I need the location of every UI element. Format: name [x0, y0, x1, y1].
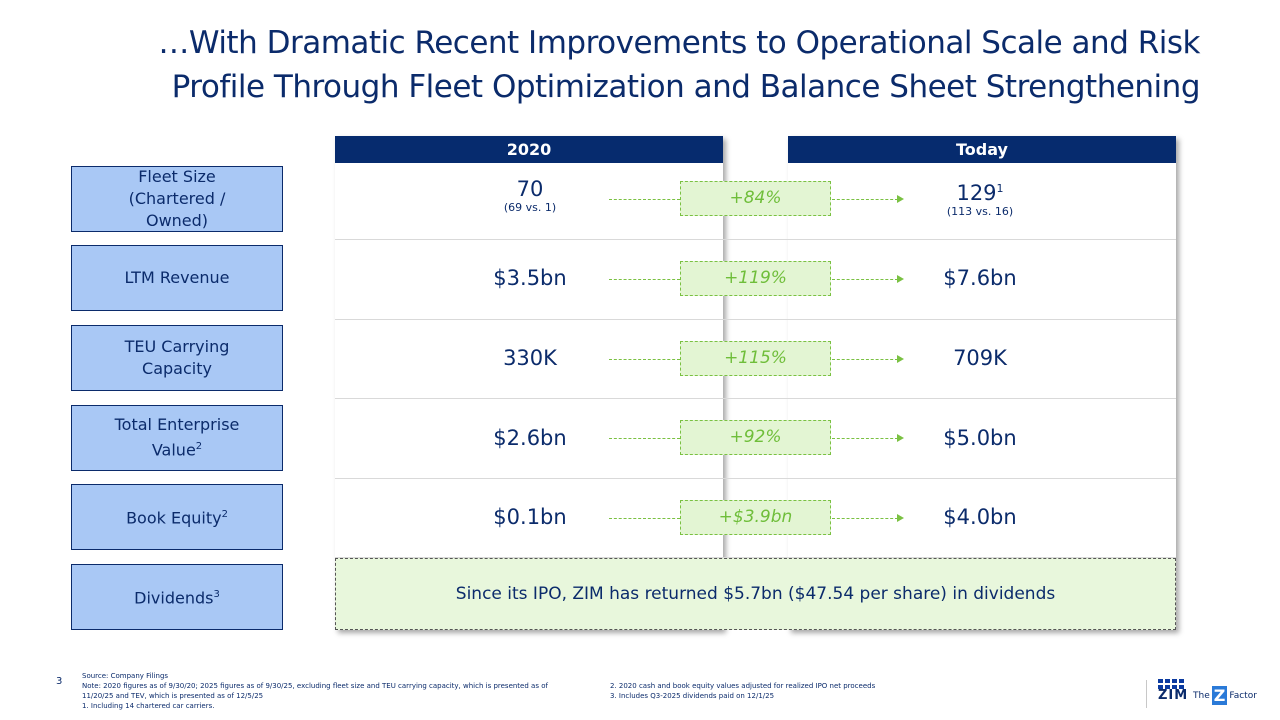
- arrow-right-icon: [897, 275, 904, 283]
- row-divider: [335, 478, 1176, 479]
- change-badge-tev: +92%: [680, 420, 831, 455]
- label-dividends: Dividends3: [71, 564, 283, 630]
- value-2020-book-equity: $0.1bn: [493, 505, 567, 529]
- row-divider: [335, 239, 1176, 240]
- column-2020: 2020: [335, 136, 723, 630]
- connector-line: [832, 359, 898, 360]
- value-2020-teu-capacity: 330K: [503, 346, 557, 370]
- slide-title-line-1: …With Dramatic Recent Improvements to Op…: [158, 25, 1200, 61]
- value-today-book-equity: $4.0bn: [943, 505, 1017, 529]
- label-teu-capacity: TEU Carrying Capacity: [71, 325, 283, 391]
- column-today: Today: [788, 136, 1176, 630]
- value-today-teu-capacity: 709K: [953, 346, 1007, 370]
- label-total-enterprise-value: Total Enterprise Value2: [71, 405, 283, 471]
- row-divider: [335, 557, 1176, 558]
- label-book-equity: Book Equity2: [71, 484, 283, 550]
- brand-tagline: The Z Factor: [1193, 686, 1257, 705]
- connector-line: [832, 279, 898, 280]
- column-header-2020: 2020: [335, 136, 723, 163]
- connector-line: [609, 279, 680, 280]
- arrow-right-icon: [897, 514, 904, 522]
- value-today-fleet-size: 1291 (113 vs. 16): [946, 181, 1014, 218]
- connector-line: [832, 199, 898, 200]
- arrow-right-icon: [897, 434, 904, 442]
- footer-separator: [1146, 680, 1147, 708]
- change-badge-teu-capacity: +115%: [680, 341, 831, 376]
- page-number: 3: [56, 676, 63, 687]
- arrow-right-icon: [897, 355, 904, 363]
- slide-title-line-2: Profile Through Fleet Optimization and B…: [171, 69, 1201, 105]
- footnotes-right: 2. 2020 cash and book equity values adju…: [610, 682, 876, 700]
- row-divider: [335, 319, 1176, 320]
- connector-line: [832, 518, 898, 519]
- change-badge-fleet-size: +84%: [680, 181, 831, 216]
- zim-logo: ZIM: [1158, 679, 1190, 707]
- value-2020-tev: $2.6bn: [493, 426, 567, 450]
- arrow-right-icon: [897, 195, 904, 203]
- change-badge-ltm-revenue: +119%: [680, 261, 831, 296]
- label-ltm-revenue: LTM Revenue: [71, 245, 283, 311]
- logo-dots-icon: [1158, 679, 1190, 689]
- footnotes-left: Source: Company Filings Note: 2020 figur…: [82, 672, 548, 710]
- value-today-tev: $5.0bn: [943, 426, 1017, 450]
- change-badge-book-equity: +$3.9bn: [680, 500, 831, 535]
- connector-line: [609, 518, 680, 519]
- connector-line: [832, 438, 898, 439]
- value-today-ltm-revenue: $7.6bn: [943, 266, 1017, 290]
- connector-line: [609, 359, 680, 360]
- column-header-today: Today: [788, 136, 1176, 163]
- connector-line: [609, 438, 680, 439]
- row-divider: [335, 398, 1176, 399]
- value-2020-fleet-size: 70 (69 vs. 1): [503, 177, 557, 214]
- value-2020-ltm-revenue: $3.5bn: [493, 266, 567, 290]
- connector-line: [609, 199, 680, 200]
- dividends-summary: Since its IPO, ZIM has returned $5.7bn (…: [335, 558, 1176, 630]
- label-fleet-size: Fleet Size (Chartered / Owned): [71, 166, 283, 232]
